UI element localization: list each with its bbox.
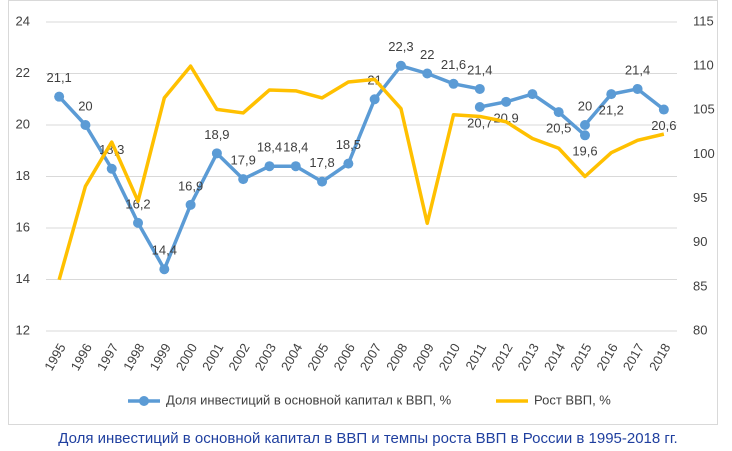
- data-point: [211, 148, 222, 159]
- y-tick-label: 24: [16, 13, 30, 28]
- legend-label: Рост ВВП, %: [534, 392, 611, 407]
- data-point: [317, 176, 328, 187]
- legend-label: Доля инвестиций в основной капитал к ВВП…: [166, 392, 452, 407]
- data-point: [553, 107, 564, 118]
- y-tick-label: 12: [16, 322, 30, 337]
- y-tick-label: 20: [16, 116, 30, 131]
- data-label: 21,6: [441, 57, 466, 72]
- data-label: 18,4: [257, 140, 282, 155]
- data-point: [395, 60, 406, 71]
- y2-tick-label: 100: [693, 146, 715, 161]
- x-tick-label: 2005: [304, 341, 331, 374]
- series-line: [57, 64, 665, 281]
- data-label: 21,2: [599, 103, 624, 118]
- caption: Доля инвестиций в основной капитал в ВВП…: [58, 430, 677, 447]
- data-point: [343, 158, 354, 169]
- data-label: 22,3: [388, 39, 413, 54]
- data-label: 19,6: [572, 144, 597, 159]
- y2-tick-label: 110: [693, 58, 714, 73]
- data-label: 20: [578, 98, 592, 113]
- x-tick-label: 2012: [488, 341, 515, 374]
- data-label: 18,5: [336, 137, 361, 152]
- x-tick-label: 1997: [94, 341, 121, 374]
- data-label: 16,9: [178, 178, 203, 193]
- data-point: [579, 130, 590, 141]
- data-point: [448, 78, 459, 89]
- y-tick-label: 16: [16, 219, 30, 234]
- data-label: 21,4: [625, 62, 650, 77]
- data-label: 17,8: [309, 155, 334, 170]
- data-label: 20,5: [546, 121, 571, 136]
- x-tick-label: 2009: [409, 341, 436, 374]
- data-point: [238, 174, 249, 185]
- x-tick-label: 2008: [383, 341, 410, 374]
- x-tick-label: 2007: [357, 341, 384, 374]
- data-point: [133, 217, 144, 228]
- x-tick-label: 1996: [68, 341, 95, 374]
- x-tick-label: 2015: [567, 341, 594, 374]
- y-tick-label: 18: [16, 168, 30, 183]
- x-tick-label: 1995: [41, 341, 68, 374]
- y2-tick-label: 80: [693, 322, 707, 337]
- data-point: [185, 199, 196, 210]
- x-tick-label: 1999: [146, 341, 173, 374]
- data-label: 20,6: [651, 118, 676, 133]
- y2-tick-label: 90: [693, 234, 707, 249]
- x-tick-label: 2003: [252, 341, 279, 374]
- data-point: [579, 120, 590, 130]
- data-point: [54, 91, 65, 102]
- data-point: [474, 83, 485, 94]
- x-tick-label: 2010: [436, 341, 463, 374]
- y2-tick-label: 95: [693, 190, 707, 205]
- y2-tick-label: 105: [693, 102, 715, 117]
- data-point: [501, 96, 512, 107]
- y-tick-label: 22: [16, 65, 30, 80]
- x-tick-label: 2004: [278, 341, 305, 374]
- y2-tick-label: 85: [693, 278, 707, 293]
- x-tick-label: 2000: [173, 341, 200, 374]
- x-tick-label: 2018: [646, 341, 673, 374]
- data-point: [474, 101, 485, 112]
- data-point: [159, 264, 170, 275]
- data-point: [106, 163, 117, 174]
- x-tick-label: 2013: [515, 341, 542, 374]
- chart-frame: [8, 0, 718, 425]
- data-label: 17,9: [231, 153, 256, 168]
- data-label: 18,4: [283, 140, 308, 155]
- y-tick-label: 14: [16, 271, 30, 286]
- data-point: [80, 120, 91, 130]
- data-label: 21,1: [46, 70, 71, 85]
- data-label: 14,4: [152, 243, 177, 258]
- x-tick-label: 2006: [330, 341, 357, 374]
- data-label: 22: [420, 47, 434, 62]
- data-point: [290, 161, 301, 172]
- legend-marker: [139, 396, 149, 406]
- data-label: 21,4: [467, 62, 492, 77]
- y2-tick-label: 115: [693, 13, 714, 28]
- data-point: [606, 89, 617, 100]
- data-label: 18,9: [204, 127, 229, 142]
- x-tick-label: 2001: [199, 341, 226, 374]
- x-tick-label: 2017: [620, 341, 647, 374]
- data-label: 20: [78, 98, 92, 113]
- x-tick-label: 2014: [541, 341, 568, 374]
- series-line: [583, 87, 665, 127]
- data-point: [632, 83, 643, 94]
- x-tick-label: 2002: [225, 341, 252, 374]
- x-tick-label: 1998: [120, 341, 147, 374]
- data-point: [422, 68, 433, 79]
- data-point: [264, 161, 275, 172]
- data-point: [369, 94, 380, 105]
- data-label: 16,2: [125, 196, 150, 211]
- x-tick-label: 2011: [462, 341, 489, 373]
- data-point: [658, 104, 669, 115]
- data-point: [527, 89, 538, 100]
- x-tick-label: 2016: [593, 341, 620, 374]
